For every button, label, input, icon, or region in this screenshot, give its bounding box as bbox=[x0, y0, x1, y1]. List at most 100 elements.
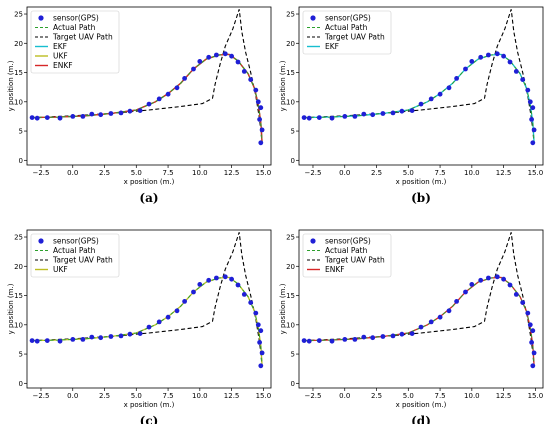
sensor-gps-point bbox=[259, 127, 265, 133]
sensor-gps-point bbox=[409, 331, 415, 336]
x-tick-label: 15.0 bbox=[528, 392, 544, 400]
sensor-gps-point bbox=[446, 85, 452, 91]
legend-label: Target UAV Path bbox=[52, 256, 113, 265]
sensor-gps-point bbox=[513, 69, 519, 74]
y-tick-label: 0 bbox=[291, 157, 295, 165]
sensor-gps-point bbox=[44, 338, 50, 343]
sensor-gps-point bbox=[361, 334, 367, 340]
y-tick-label: 0 bbox=[19, 157, 23, 165]
legend-label: EKF bbox=[325, 42, 339, 51]
sensor-gps-point bbox=[182, 299, 188, 304]
sensor-gps-point bbox=[70, 114, 76, 119]
x-tick-label: 12.5 bbox=[224, 392, 240, 400]
legend-box bbox=[302, 233, 392, 278]
x-tick-label: 2.5 bbox=[99, 169, 110, 177]
plot-frame bbox=[298, 229, 544, 389]
sensor-gps-point bbox=[454, 299, 459, 304]
x-tick-label: 5.0 bbox=[403, 169, 414, 177]
sensor-gps-point bbox=[248, 300, 254, 305]
legend-label: EKF bbox=[53, 42, 67, 51]
legend-label: UKF bbox=[53, 265, 68, 274]
sensor-gps-point bbox=[380, 334, 386, 339]
sensor-gps-point bbox=[206, 277, 212, 283]
x-tick-label: 15.0 bbox=[256, 392, 272, 400]
sensor-gps-point bbox=[428, 96, 434, 102]
x-tick-label: −2.5 bbox=[304, 169, 321, 177]
y-tick-label: 5 bbox=[19, 128, 23, 136]
sensor-gps-point bbox=[501, 276, 506, 282]
y-tick-label: 10 bbox=[14, 98, 23, 106]
legend-label: sensor(GPS) bbox=[53, 237, 99, 246]
sensor-gps-point bbox=[255, 99, 261, 105]
sensor-gps-point bbox=[437, 91, 443, 97]
legend-swatch-sensor bbox=[38, 15, 44, 21]
sensor-gps-point bbox=[241, 292, 247, 297]
x-tick-label: 10.0 bbox=[464, 169, 480, 177]
panel-c: −2.5 0.0 2.5 5.0 7.5 10.0 12.5 15.0 0 5 10 15 20 25 x … bbox=[7, 229, 272, 428]
sensor-gps-point bbox=[418, 324, 424, 330]
sensor-gps-point bbox=[352, 337, 358, 342]
series-actual-path bbox=[32, 276, 263, 366]
y-tick-label: 25 bbox=[14, 234, 23, 242]
sensor-gps-point bbox=[454, 76, 459, 81]
sensor-gps-point bbox=[390, 333, 396, 339]
x-tick-label: 0.0 bbox=[339, 392, 350, 400]
sensor-gps-point bbox=[525, 87, 531, 93]
sensor-gps-point bbox=[316, 115, 322, 120]
panel-a: −2.5 0.0 2.5 5.0 7.5 10.0 12.5 15.0 0 5 10 15 20 25 x … bbox=[7, 6, 272, 205]
y-tick-label: 5 bbox=[19, 351, 23, 359]
sensor-gps-point bbox=[530, 105, 536, 111]
x-tick-label: 0.0 bbox=[339, 169, 350, 177]
series-target-uav-path bbox=[304, 232, 535, 366]
y-tick-label: 10 bbox=[286, 98, 295, 106]
sensor-gps-point bbox=[306, 338, 312, 344]
y-axis-label: y position (m.) bbox=[7, 283, 15, 334]
legend-label: Target UAV Path bbox=[324, 33, 385, 42]
y-tick-label: 20 bbox=[286, 263, 295, 271]
x-tick-label: 12.5 bbox=[496, 169, 512, 177]
panel-caption: (b) bbox=[411, 191, 431, 205]
x-tick-label: 10.0 bbox=[192, 392, 208, 400]
sensor-gps-point bbox=[258, 363, 264, 369]
x-tick-label: 10.0 bbox=[464, 392, 480, 400]
sensor-gps-point bbox=[409, 108, 415, 113]
y-tick-label: 15 bbox=[14, 292, 23, 300]
x-tick-label: 5.0 bbox=[403, 392, 414, 400]
sensor-gps-point bbox=[80, 114, 86, 119]
y-tick-label: 5 bbox=[291, 351, 295, 359]
x-tick-label: 7.5 bbox=[434, 392, 445, 400]
sensor-gps-point bbox=[478, 277, 484, 283]
sensor-gps-point bbox=[259, 350, 265, 356]
sensor-gps-point bbox=[530, 328, 536, 334]
plot-frame bbox=[26, 229, 272, 389]
sensor-gps-point bbox=[399, 108, 405, 114]
legend-label: Target UAV Path bbox=[52, 33, 113, 42]
sensor-gps-point bbox=[57, 115, 63, 121]
sensor-gps-point bbox=[214, 275, 219, 281]
x-tick-label: 7.5 bbox=[434, 169, 445, 177]
sensor-gps-point bbox=[137, 108, 143, 113]
sensor-gps-point bbox=[255, 322, 261, 328]
panel-b: −2.5 0.0 2.5 5.0 7.5 10.0 12.5 15.0 0 5 10 15 20 25 x … bbox=[279, 6, 544, 205]
sensor-gps-point bbox=[108, 334, 114, 339]
sensor-gps-point bbox=[137, 331, 143, 336]
sensor-gps-point bbox=[486, 275, 491, 281]
y-tick-label: 15 bbox=[286, 292, 295, 300]
sensor-gps-point bbox=[229, 276, 235, 282]
sensor-gps-point bbox=[206, 54, 212, 60]
y-tick-label: 0 bbox=[291, 380, 295, 388]
sensor-gps-point bbox=[463, 66, 468, 72]
legend-label: sensor(GPS) bbox=[325, 14, 371, 23]
sensor-gps-point bbox=[370, 335, 376, 341]
sensor-gps-point bbox=[352, 114, 358, 119]
sensor-gps-point bbox=[316, 338, 322, 343]
sensor-gps-point bbox=[527, 99, 533, 105]
series-actual-path bbox=[32, 53, 263, 143]
legend-swatch-sensor bbox=[310, 238, 316, 244]
sensor-gps-point bbox=[34, 338, 40, 344]
sensor-gps-point bbox=[248, 77, 254, 82]
sensor-gps-point bbox=[446, 308, 452, 314]
y-tick-label: 20 bbox=[286, 40, 295, 48]
